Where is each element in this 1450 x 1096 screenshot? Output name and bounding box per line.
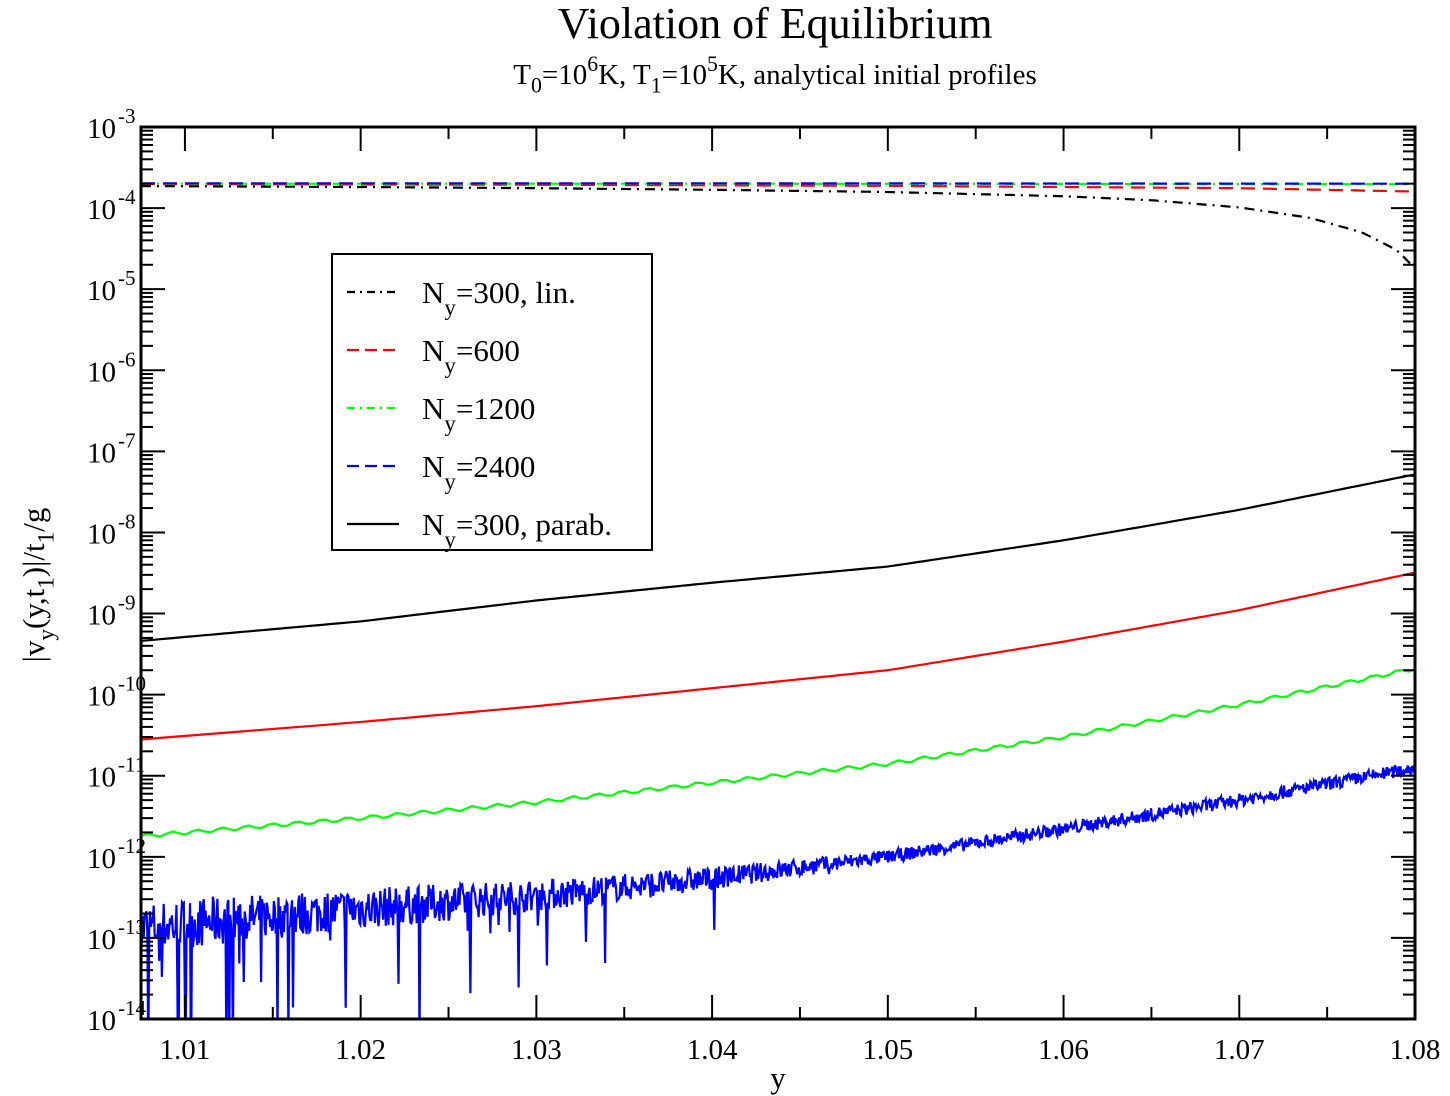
legend-box [331,253,653,551]
x-tick-labels: 1.01 1.02 1.03 1.04 1.05 1.06 1.07 1.08 [160,1034,1441,1066]
y-tick-label: 10 [87,600,116,632]
legend-label: Ny=2400 [422,449,535,494]
series-line-4 [141,473,1415,642]
legend: Ny=300, lin. Ny=600 Ny=1200 Ny=2400 Ny=300, … [331,253,653,552]
y-tick-label-exponent: -8 [118,509,136,533]
chart-subtitle: T0​=106​K, T1​=105​K, analytical initial… [513,52,1036,98]
legend-label: Ny=300, parab. [422,507,612,552]
axis-ticks [141,126,1416,1020]
series-line-6 [141,668,1415,838]
x-tick-label: 1.07 [1214,1034,1265,1066]
y-tick-label-exponent: -5 [118,266,136,290]
series-line-5 [141,571,1415,741]
x-tick-label: 1.03 [511,1034,562,1066]
y-tick-label-exponent: -6 [118,347,136,371]
y-tick-label: 10 [87,762,116,794]
x-tick-label: 1.08 [1390,1034,1441,1066]
y-tick-label-exponent: -4 [118,185,136,209]
y-tick-label: 10 [87,275,116,307]
y-tick-label: 10 [87,518,116,550]
x-tick-label: 1.02 [335,1034,386,1066]
plot-area [141,182,1415,1019]
y-tick-label: 10 [87,924,116,956]
y-tick-label: 10 [87,843,116,875]
legend-label: Ny=300, lin. [422,275,576,320]
x-tick-label: 1.01 [160,1034,211,1066]
series-line-7 [141,764,1415,1019]
y-tick-label: 10 [87,194,116,226]
chart-title: Violation of Equilibrium [558,0,993,48]
axes-frame [139,125,1417,1021]
y-tick-label-exponent: -3 [118,104,136,128]
y-tick-label: 10 [87,681,116,713]
x-tick-label: 1.05 [862,1034,913,1066]
series-line-0 [141,184,1415,270]
y-tick-label: 10 [87,1005,116,1037]
y-tick-label: 10 [87,437,116,469]
y-tick-label-exponent: -9 [118,591,136,615]
y-tick-label: 10 [87,356,116,388]
x-tick-label: 1.04 [687,1034,738,1066]
x-axis-label: y [770,1060,786,1095]
x-tick-label: 1.06 [1038,1034,1089,1066]
y-tick-label-exponent: -7 [118,428,136,452]
legend-label: Ny=600 [422,333,520,378]
y-axis-label: |vy​(y,t1​)|/t1​/g [16,508,59,663]
legend-label: Ny=1200 [422,391,535,436]
y-tick-label: 10 [87,113,116,145]
series-line-1 [141,182,1415,193]
